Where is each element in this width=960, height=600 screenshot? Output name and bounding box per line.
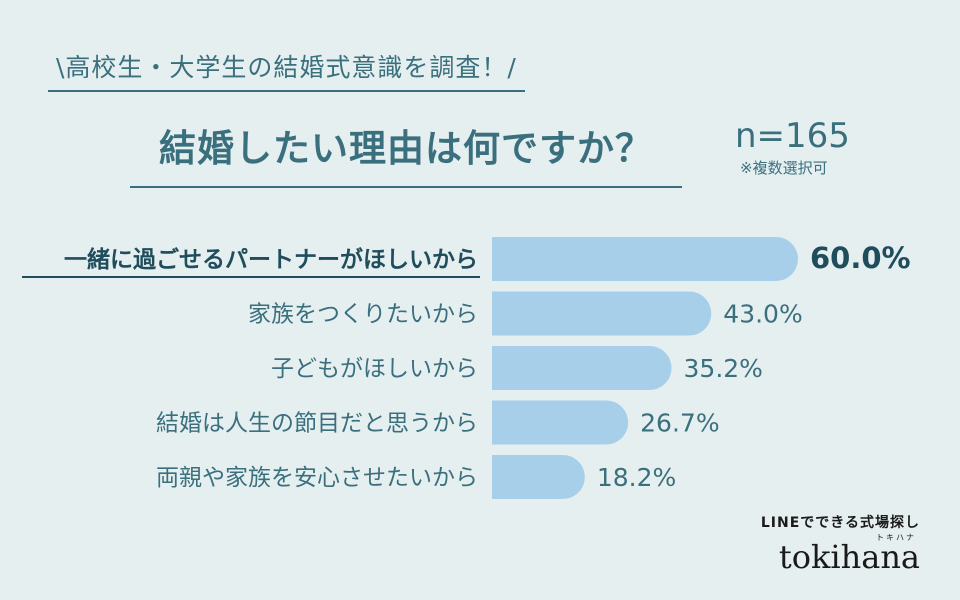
bar-label-3: 子どもがほしいから [271, 356, 478, 382]
multiple-choice-note: ※複数選択可 [740, 159, 828, 177]
bar-value-3: 35.2% [684, 354, 763, 383]
bar-5 [492, 455, 585, 499]
brand-logo: tokihana トキハナ [761, 533, 920, 576]
bar-value-5: 18.2% [597, 463, 676, 492]
bar-3 [492, 346, 672, 390]
brand-block: LINEでできる式場探し tokihana トキハナ [761, 512, 920, 576]
bar-2 [492, 291, 712, 336]
bar-label-4: 結婚は人生の節目だと思うから [156, 411, 478, 437]
bar-value-4: 26.7% [640, 409, 719, 438]
brand-tagline: LINEでできる式場探し [760, 515, 920, 531]
brand-logo-sub: トキハナ [876, 533, 916, 542]
bar-label-2: 家族をつくりたいから [248, 302, 478, 328]
bar-label-5: 両親や家族を安心させたいから [156, 465, 478, 491]
bar-value-2: 43.0% [723, 300, 802, 329]
survey-title: \高校生・大学生の結婚式意識を調査！/ [48, 48, 525, 92]
sample-size: n=165 [735, 116, 850, 156]
bar-value-1: 60.0% [810, 241, 911, 275]
bar-4 [492, 400, 629, 445]
brand-logo-text: tokihana [778, 538, 920, 576]
bar-1 [492, 237, 798, 281]
bar-label-1: 一緒に過ごせるパートナーがほしいから [64, 246, 478, 273]
question-title: 結婚したい理由は何ですか？ [130, 118, 682, 188]
